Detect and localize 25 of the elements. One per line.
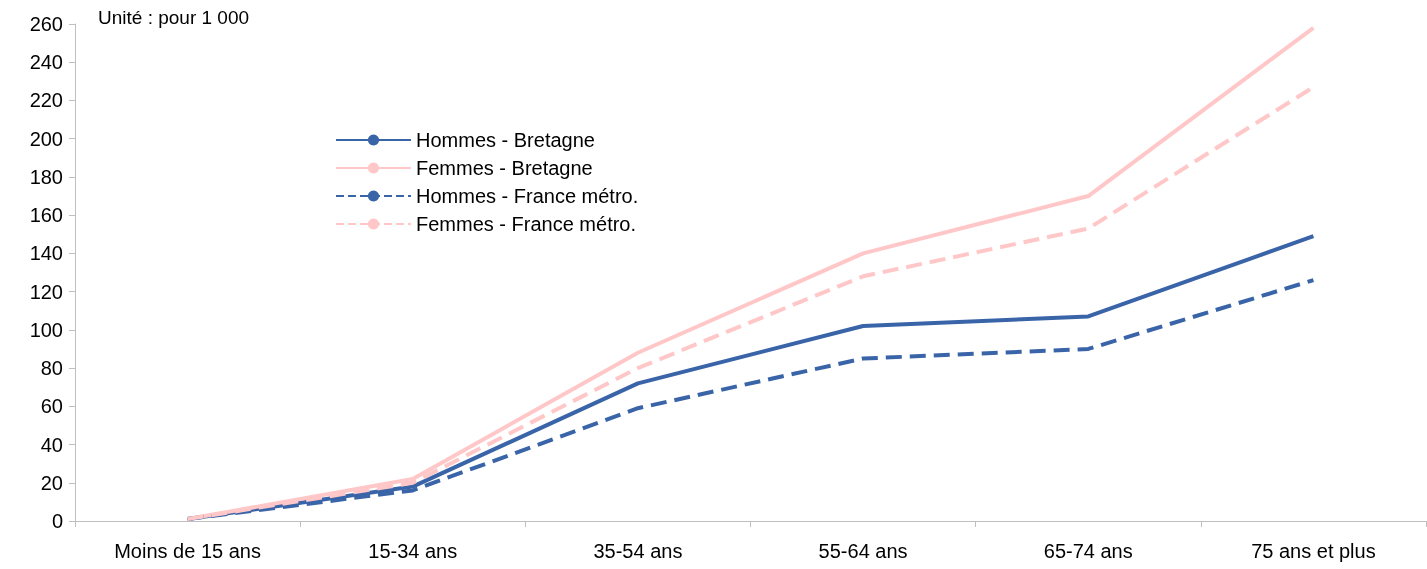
- legend-label: Femmes - Bretagne: [416, 157, 593, 179]
- y-tick-label: 80: [40, 357, 63, 380]
- legend-label: Femmes - France métro.: [416, 213, 637, 235]
- y-tick-label: 200: [29, 127, 63, 150]
- x-tick-label: 35-54 ans: [593, 540, 683, 562]
- x-tick-label: 55-64 ans: [818, 540, 908, 562]
- y-tick-label: 60: [40, 395, 63, 418]
- y-tick-label: 140: [29, 242, 63, 265]
- y-tick-label: 180: [29, 165, 63, 188]
- y-tick-label: 20: [40, 471, 63, 494]
- legend-label: Hommes - France métro.: [416, 185, 639, 207]
- x-tick-label: 75 ans et plus: [1251, 540, 1376, 562]
- y-tick-label: 100: [29, 318, 63, 341]
- y-tick-label: 220: [29, 89, 63, 112]
- x-tick-label: 65-74 ans: [1043, 540, 1133, 562]
- y-tick-label: 240: [29, 51, 63, 74]
- y-tick-label: 40: [40, 433, 63, 456]
- y-tick-label: 160: [29, 204, 63, 227]
- x-tick-label: 15-34 ans: [368, 540, 458, 562]
- legend-label: Hommes - Bretagne: [416, 129, 595, 151]
- y-tick-label: 260: [29, 13, 63, 35]
- x-tick-label: Moins de 15 ans: [114, 540, 261, 562]
- y-tick-label: 0: [51, 510, 63, 532]
- annotation: Unité : pour 1 000: [98, 7, 250, 28]
- y-tick-label: 120: [29, 280, 63, 303]
